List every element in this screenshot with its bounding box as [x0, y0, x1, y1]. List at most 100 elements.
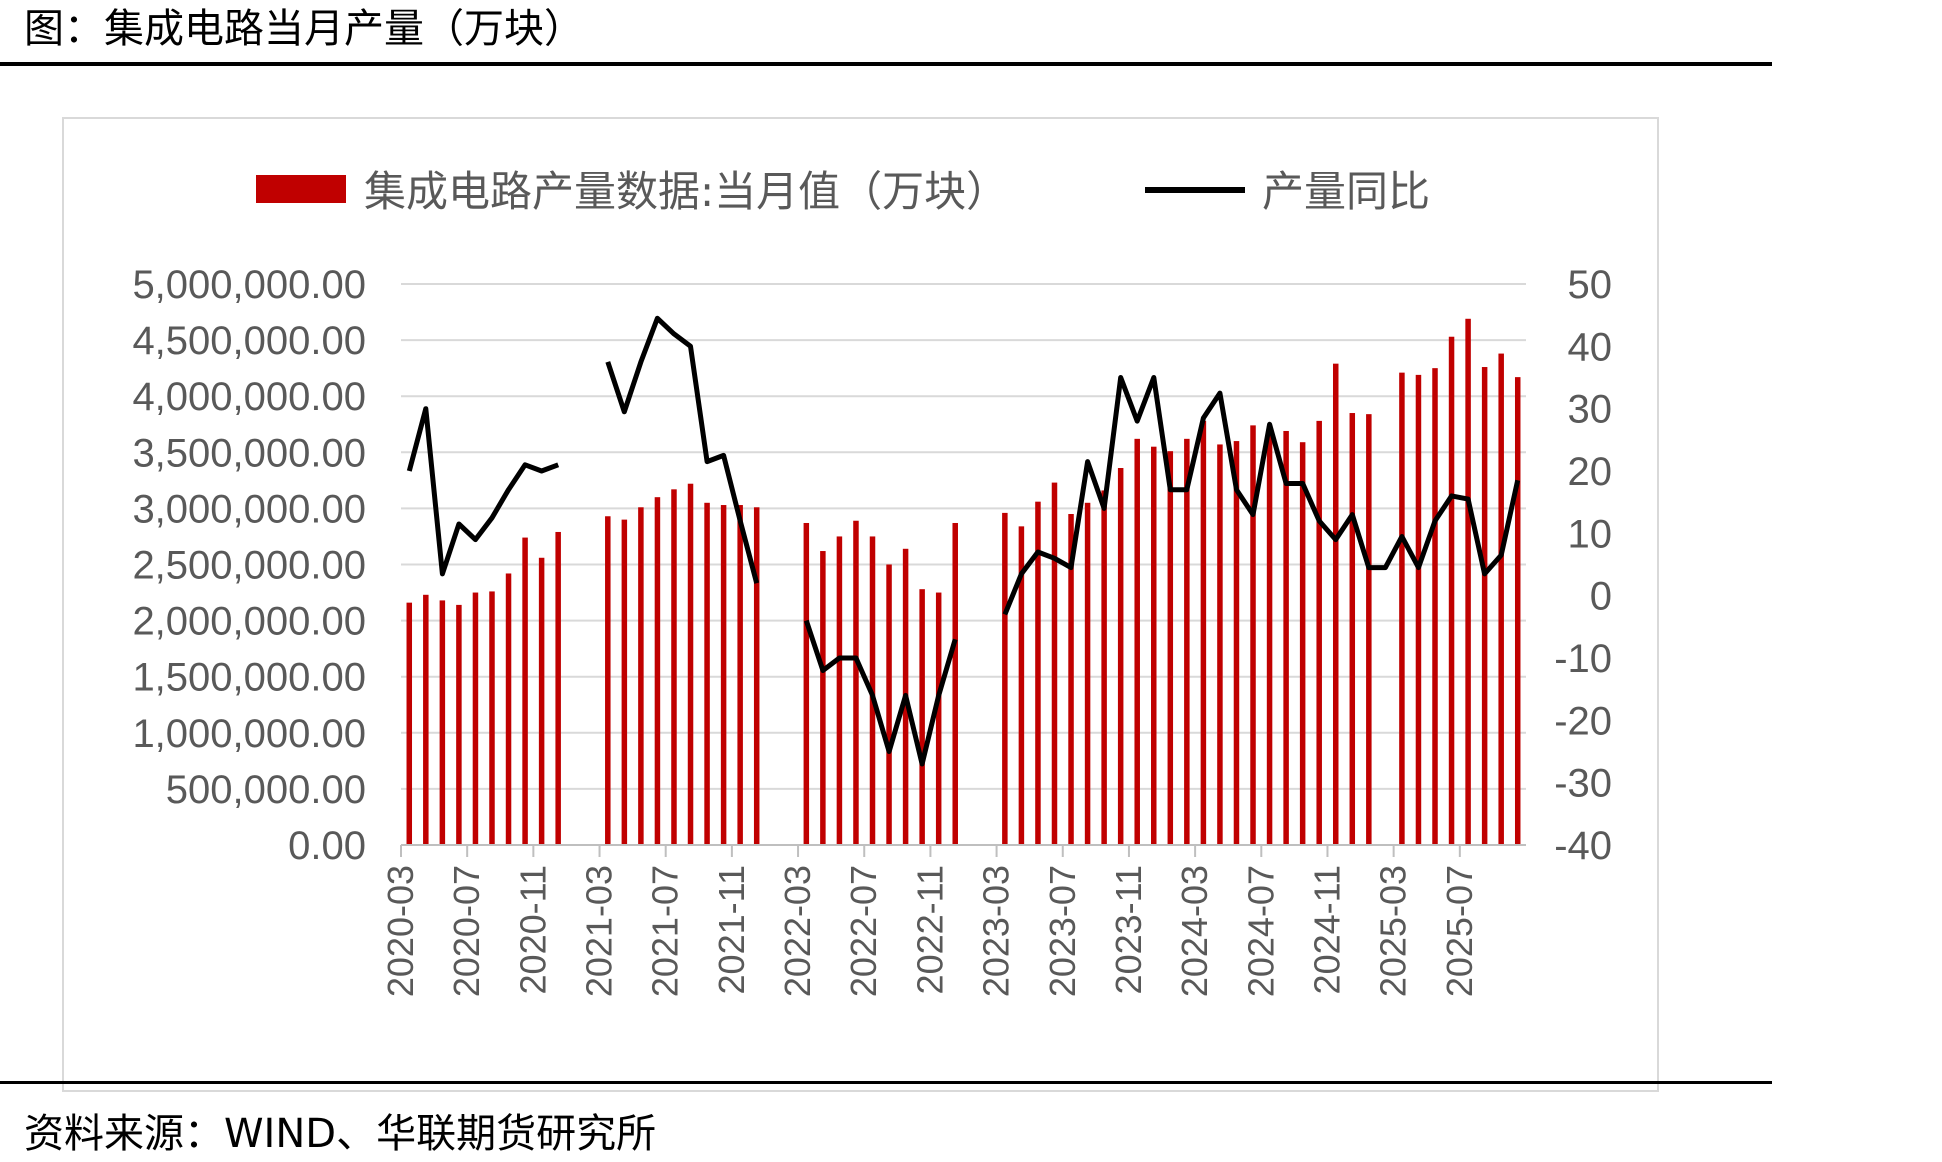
- legend-line-label: 产量同比: [1262, 167, 1430, 216]
- y-right-tick-label: 20: [1568, 450, 1613, 494]
- gridlines: [401, 283, 1526, 790]
- bar: [472, 592, 479, 845]
- bar: [1134, 438, 1140, 845]
- x-tick-label: 2025-07: [1439, 865, 1480, 997]
- x-tick-label: 2025-03: [1373, 865, 1414, 997]
- bar: [1101, 490, 1107, 845]
- y-left-tick-label: 4,500,000.00: [132, 319, 366, 363]
- bar: [1332, 363, 1339, 845]
- bar: [621, 519, 628, 845]
- bar: [1399, 372, 1405, 845]
- line-series: [406, 315, 1521, 767]
- bar: [439, 600, 446, 845]
- x-tick-label: 2022-11: [909, 865, 950, 994]
- y-left-tick-label: 500,000.00: [166, 768, 366, 812]
- page-title: 图：集成电路当月产量（万块）: [24, 6, 584, 52]
- bar: [1366, 414, 1372, 845]
- y-right-tick-label: 0: [1590, 575, 1612, 619]
- bar: [1184, 438, 1190, 845]
- y-left-tick-label: 1,000,000.00: [132, 712, 366, 756]
- y-right-tick-label: -40: [1554, 824, 1612, 868]
- y-left-tick-label: 0.00: [288, 824, 366, 868]
- bar: [753, 507, 760, 845]
- x-tick-label: 2024-03: [1174, 865, 1215, 997]
- bar: [1002, 512, 1008, 845]
- x-tick-label: 2020-07: [446, 865, 487, 997]
- bar: [1448, 336, 1455, 845]
- bar: [1084, 502, 1091, 845]
- bar: [1481, 367, 1488, 845]
- y-left-tick-label: 1,500,000.00: [132, 656, 366, 700]
- bar: [1068, 514, 1074, 845]
- legend: 集成电路产量数据:当月值（万块） 产量同比: [256, 167, 1430, 216]
- bar: [1035, 501, 1041, 845]
- y-left-tick-label: 3,500,000.00: [132, 431, 366, 475]
- bottom-rule: [0, 1081, 1772, 1084]
- line-segment: [1002, 375, 1521, 616]
- bar: [1167, 451, 1174, 845]
- y-right-tick-label: 10: [1568, 512, 1613, 556]
- legend-bar-label: 集成电路产量数据:当月值（万块）: [364, 167, 1008, 216]
- bar: [1250, 425, 1256, 845]
- x-tick-label: 2020-03: [380, 865, 421, 997]
- bar: [1415, 374, 1422, 845]
- x-tick-label: 2020-11: [512, 865, 553, 994]
- x-tick-label: 2022-07: [843, 865, 884, 997]
- x-tick-label: 2023-03: [976, 865, 1017, 997]
- y-left-tick-label: 3,000,000.00: [132, 487, 366, 531]
- x-tick-label: 2024-07: [1240, 865, 1281, 997]
- bar: [935, 592, 942, 845]
- legend-bar-swatch: [256, 175, 346, 203]
- bar: [886, 564, 892, 845]
- bar: [952, 522, 958, 845]
- chart-frame: [62, 117, 1659, 1092]
- y-left-tick-label: 2,000,000.00: [132, 600, 366, 644]
- bar: [1217, 444, 1223, 845]
- line-segment: [605, 315, 760, 584]
- bar: [1316, 420, 1322, 845]
- bar: [1117, 468, 1124, 845]
- bar: [1151, 446, 1157, 845]
- bar: [687, 483, 694, 845]
- x-tick-label: 2022-03: [777, 865, 818, 997]
- x-tick-label: 2021-03: [579, 865, 620, 997]
- x-tick-label: 2023-07: [1042, 865, 1083, 997]
- bar: [1498, 353, 1504, 845]
- bar: [737, 505, 743, 845]
- y-left-tick-label: 2,500,000.00: [132, 544, 366, 588]
- bar: [720, 505, 727, 845]
- bar: [605, 516, 611, 845]
- bar-series: [406, 318, 1521, 846]
- bar: [853, 520, 859, 845]
- bar: [538, 557, 545, 845]
- x-tick-label: 2023-11: [1108, 865, 1149, 994]
- bar: [456, 604, 462, 845]
- bar: [505, 573, 512, 845]
- bar: [1018, 526, 1025, 845]
- bar: [1514, 377, 1521, 845]
- y-right-tick-label: -20: [1554, 699, 1612, 743]
- y-left-tick-label: 4,000,000.00: [132, 375, 366, 419]
- bar: [522, 537, 528, 845]
- line-segment: [803, 619, 958, 767]
- bar: [704, 502, 710, 845]
- bar: [836, 536, 843, 845]
- x-tick-label: 2021-07: [645, 865, 686, 997]
- bar: [1349, 413, 1356, 845]
- top-rule: [0, 62, 1772, 66]
- line-segment: [406, 406, 560, 577]
- bar: [1432, 368, 1438, 845]
- bar: [1051, 482, 1058, 845]
- bar: [1200, 420, 1207, 845]
- bar: [1233, 441, 1240, 845]
- bar: [423, 594, 429, 845]
- bar: [654, 497, 661, 845]
- x-tick-label: 2021-11: [711, 865, 752, 994]
- y-right-tick-label: 50: [1568, 263, 1613, 307]
- y-left-tick-label: 5,000,000.00: [132, 263, 366, 307]
- bar: [406, 602, 413, 845]
- bar: [919, 589, 925, 845]
- bar: [820, 551, 826, 845]
- bar: [489, 591, 495, 845]
- bar: [555, 531, 561, 845]
